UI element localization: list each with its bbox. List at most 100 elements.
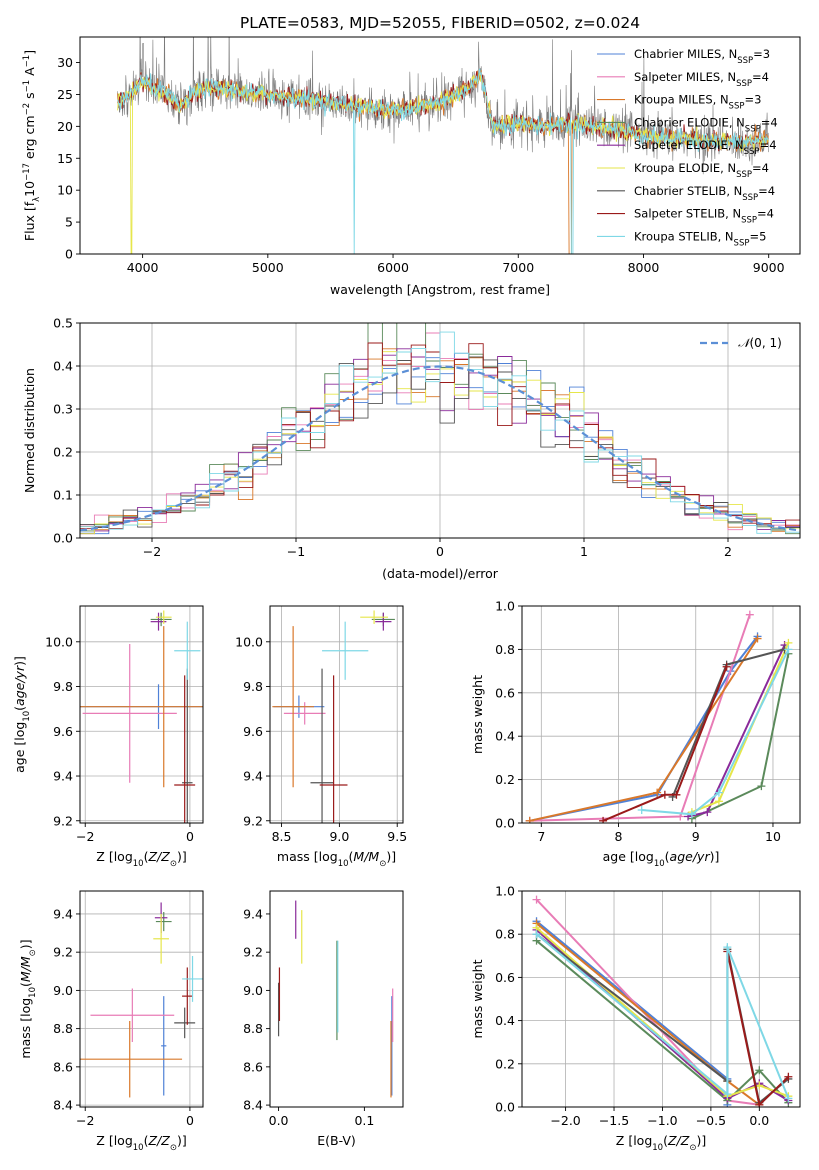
legend-label: Kroupa STELIB, NSSP=5 <box>634 229 766 248</box>
y-tick-label: 9.8 <box>53 679 73 694</box>
plot-content <box>277 900 394 1098</box>
y-tick-label: 8.6 <box>243 1059 263 1074</box>
weight-marker <box>672 790 681 799</box>
y-tick-label: 9.4 <box>243 769 263 784</box>
y-tick-label: 25 <box>57 87 73 102</box>
x-tick-label: −0.5 <box>696 1113 726 1128</box>
x-axis-label: wavelength [Angstrom, rest frame] <box>330 282 550 297</box>
y-tick-label: 0.4 <box>495 729 515 744</box>
axes-frame <box>79 36 801 255</box>
weight-marker <box>784 645 793 654</box>
legend-label: Salpeter MILES, NSSP=4 <box>634 70 769 89</box>
y-tick-label: 0.2 <box>495 772 515 787</box>
weight-marker <box>637 805 646 814</box>
y-tick-label: 0.3 <box>53 402 73 417</box>
weight-marker <box>755 1100 764 1107</box>
y-tick-label: 10 <box>57 183 73 198</box>
age-vs-mass-panel: 8.5 9.0 9.5 9.2 9.4 9.6 9.8 10.0 mass [log10(M/M… <box>235 605 407 869</box>
y-tick-label: 10.0 <box>235 634 263 649</box>
x-tick-label: 1 <box>580 544 588 559</box>
weight-marker <box>525 816 534 823</box>
y-tick-label: 0.8 <box>495 642 515 657</box>
weight-line <box>529 635 759 822</box>
x-tick-label: 0.0 <box>749 1113 769 1128</box>
figure-title: PLATE=0583, MJD=52055, FIBERID=0502, z=0… <box>240 14 640 32</box>
weight-marker <box>784 1094 793 1103</box>
x-axis-label: Z [log10(Z/Z⊙)] <box>96 1133 186 1153</box>
weight-marker <box>745 610 754 619</box>
mass-vs-metallicity-panel: −2 0 8.4 8.6 8.8 9.0 9.2 9.4 Z [log10(Z/Z⊙)] mass… <box>18 890 204 1153</box>
y-tick-label: 20 <box>57 119 73 134</box>
y-tick-label: 0.0 <box>53 531 73 546</box>
x-tick-label: 0.0 <box>269 1113 289 1128</box>
y-axis-label: Flux [fλ10−17 erg cm−2 s−1 A−1] <box>22 50 42 241</box>
y-tick-label: 0.1 <box>53 488 73 503</box>
axes-frame <box>521 890 801 1108</box>
y-tick-label: 0.6 <box>495 685 515 700</box>
x-axis-label: E(B-V) <box>317 1133 356 1148</box>
weight-marker <box>532 930 541 939</box>
x-tick-label: 0 <box>186 829 194 844</box>
y-axis-label: mass weight <box>470 675 485 754</box>
legend-label: Kroupa ELODIE, NSSP=4 <box>634 161 769 180</box>
x-tick-label: −1.0 <box>647 1113 677 1128</box>
y-tick-label: 10.0 <box>45 634 73 649</box>
y-axis-label: age [log10(age/yr)] <box>12 656 32 773</box>
x-tick-label: 2 <box>724 544 732 559</box>
weight-line <box>535 933 790 1099</box>
x-tick-label: 8 <box>615 829 623 844</box>
y-tick-label: 1.0 <box>495 884 515 899</box>
y-tick-label: 9.6 <box>53 724 73 739</box>
legend-label: Salpeter ELODIE, NSSP=4 <box>634 138 777 157</box>
legend-label: Chabrier STELIB, NSSP=4 <box>634 184 775 203</box>
y-tick-label: 0.5 <box>53 316 73 331</box>
x-tick-label: −2 <box>76 1113 94 1128</box>
y-tick-label: 9.2 <box>243 813 263 828</box>
x-tick-label: 6000 <box>377 260 409 275</box>
weight-marker <box>757 782 766 791</box>
x-tick-label: 9000 <box>753 260 785 275</box>
normal-reference-curve <box>80 365 798 532</box>
y-tick-label: 0.0 <box>495 1100 515 1115</box>
y-tick-label: 9.0 <box>53 983 73 998</box>
weight-line <box>641 648 790 816</box>
legend-label: 𝒩(0, 1) <box>738 336 782 350</box>
weight-marker <box>532 895 541 904</box>
axes-frame <box>269 605 404 824</box>
weight-marker <box>723 1090 732 1099</box>
x-tick-label: −1 <box>287 544 305 559</box>
y-tick-label: 15 <box>57 151 73 166</box>
weight-marker <box>714 797 723 806</box>
x-tick-label: −2.0 <box>550 1113 580 1128</box>
y-tick-label: 0.2 <box>53 445 73 460</box>
x-axis-label: Z [log10(Z/Z⊙)] <box>616 1133 706 1153</box>
weight-marker <box>722 662 731 671</box>
residual-histogram <box>80 331 800 534</box>
x-axis-label: (data-model)/error <box>382 566 499 581</box>
x-tick-label: 0.1 <box>354 1113 374 1128</box>
y-tick-label: 9.2 <box>243 945 263 960</box>
x-tick-label: 10 <box>765 829 781 844</box>
x-tick-label: 5000 <box>252 260 284 275</box>
model-spectrum <box>117 68 769 254</box>
plot-content <box>522 606 800 823</box>
plot-area <box>270 606 403 823</box>
y-tick-label: 9.4 <box>53 906 73 921</box>
y-tick-label: 8.4 <box>243 1098 263 1113</box>
legend-label: Chabrier ELODIE, NSSP=4 <box>634 115 778 134</box>
x-axis-label: mass [log10(M/M⊙)] <box>277 849 396 869</box>
plot-content <box>80 323 800 538</box>
plot-content <box>522 891 800 1107</box>
weight-marker <box>755 1066 764 1075</box>
y-tick-label: 9.8 <box>243 679 263 694</box>
y-tick-label: 0.4 <box>53 359 73 374</box>
y-tick-label: 0.8 <box>495 927 515 942</box>
x-tick-label: 7000 <box>502 260 534 275</box>
axes-frame <box>79 890 204 1108</box>
plot-area <box>80 891 203 1107</box>
y-tick-label: 5 <box>65 215 73 230</box>
plot-content <box>80 891 203 1107</box>
age-vs-metallicity-panel: −2 0 9.2 9.4 9.6 9.8 10.0 Z [log10(Z/Z⊙)] age [l… <box>12 605 204 869</box>
y-tick-label: 0.4 <box>495 1013 515 1028</box>
